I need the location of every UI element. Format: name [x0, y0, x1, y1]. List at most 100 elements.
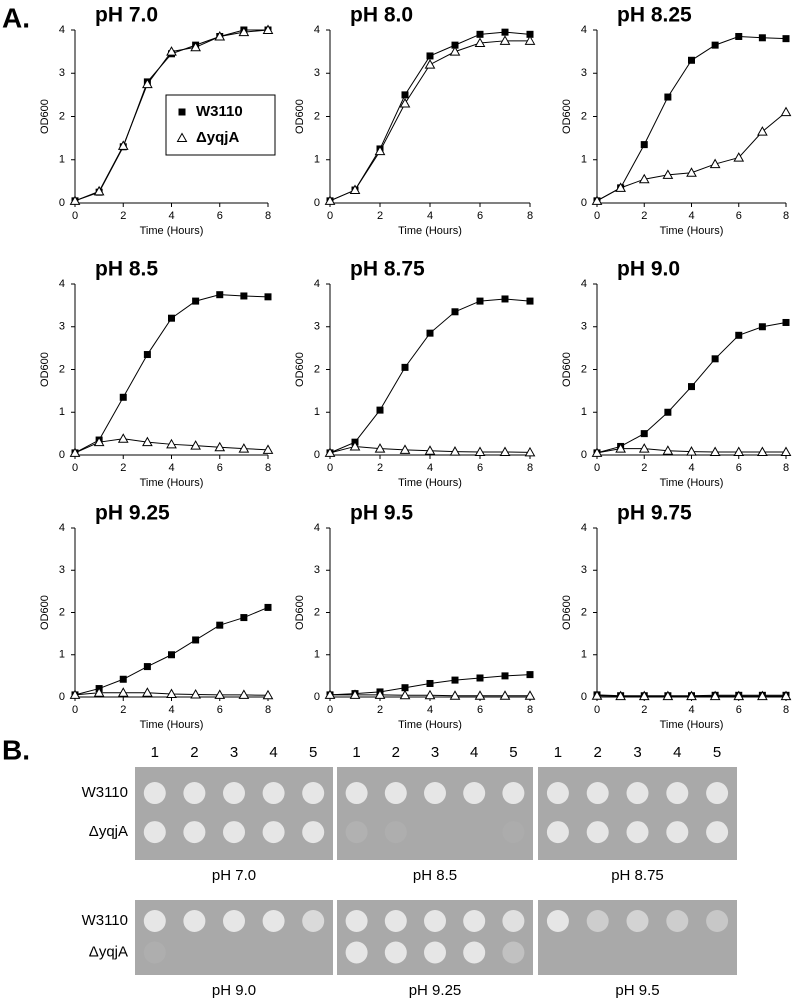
colony [626, 910, 649, 932]
triangle-marker [166, 688, 177, 699]
square-marker [451, 308, 459, 316]
x-tick-label: 6 [477, 704, 483, 716]
y-tick-label: 4 [59, 278, 65, 290]
chart-title: pH 9.75 [617, 502, 692, 525]
colony [463, 782, 486, 805]
square-marker [401, 91, 409, 99]
x-tick-label: 2 [120, 210, 126, 222]
y-tick-label: 3 [314, 564, 320, 576]
plate-label: pH 9.25 [409, 982, 462, 999]
colony [302, 910, 325, 932]
colony [345, 782, 368, 805]
series-line [329, 298, 531, 454]
x-tick-label: 8 [783, 210, 789, 222]
x-tick-label: 6 [477, 462, 483, 474]
column-label: 2 [190, 744, 198, 761]
y-tick-label: 4 [581, 278, 587, 290]
y-tick-label: 4 [314, 278, 320, 290]
triangle-marker [499, 690, 511, 700]
x-tick-label: 4 [688, 462, 694, 474]
y-tick-label: 0 [314, 449, 320, 461]
triangle-marker [524, 690, 536, 700]
triangle-marker [638, 173, 650, 184]
column-label: 5 [309, 744, 317, 761]
x-tick-label: 8 [527, 462, 533, 474]
square-marker [178, 108, 186, 116]
x-axis-label: Time (Hours) [398, 225, 462, 237]
square-marker [526, 671, 534, 679]
square-marker [216, 291, 224, 299]
x-tick-label: 4 [688, 704, 694, 716]
row-label: W3110 [82, 784, 128, 801]
x-tick-label: 4 [427, 210, 433, 222]
colony [183, 782, 206, 805]
x-tick-label: 8 [265, 210, 271, 222]
x-tick-label: 0 [594, 210, 600, 222]
colony [666, 782, 689, 805]
column-label: 5 [713, 744, 721, 761]
triangle-marker [190, 41, 201, 52]
row-label: W3110 [82, 912, 128, 929]
y-tick-label: 4 [314, 522, 320, 534]
colony [262, 821, 285, 844]
y-tick-label: 2 [314, 363, 320, 375]
colony [143, 821, 166, 844]
y-axis-label: OD600 [561, 352, 573, 387]
y-tick-label: 1 [314, 649, 320, 661]
triangle-marker [142, 687, 153, 697]
triangle-marker [499, 35, 511, 45]
square-marker [711, 355, 719, 363]
x-tick-label: 2 [641, 210, 647, 222]
colony [384, 782, 407, 805]
square-marker [426, 679, 434, 687]
square-marker [476, 30, 484, 38]
x-tick-label: 2 [120, 704, 126, 716]
y-tick-label: 4 [581, 522, 587, 534]
x-tick-label: 6 [736, 704, 742, 716]
triangle-marker [190, 440, 201, 450]
column-label: 4 [470, 744, 478, 761]
y-tick-label: 4 [59, 522, 65, 534]
y-tick-label: 1 [581, 406, 587, 418]
square-marker [501, 28, 509, 36]
x-axis-label: Time (Hours) [398, 719, 462, 731]
y-tick-label: 0 [59, 449, 65, 461]
colony [586, 910, 609, 932]
square-marker [688, 383, 695, 391]
triangle-marker [757, 446, 768, 457]
triangle-marker [733, 446, 745, 457]
x-tick-label: 2 [641, 704, 647, 716]
square-marker [264, 293, 272, 301]
y-axis-label: OD600 [294, 352, 306, 387]
x-tick-label: 0 [72, 462, 78, 474]
triangle-marker [524, 446, 536, 457]
legend-label: W3110 [196, 103, 243, 120]
y-tick-label: 2 [59, 363, 65, 375]
x-tick-label: 2 [377, 210, 383, 222]
y-tick-label: 0 [59, 691, 65, 703]
square-marker [119, 393, 127, 401]
x-tick-label: 6 [217, 210, 223, 222]
x-tick-label: 4 [427, 704, 433, 716]
x-tick-label: 6 [477, 210, 483, 222]
triangle-marker [238, 689, 250, 699]
x-tick-label: 0 [327, 210, 333, 222]
x-tick-label: 0 [327, 462, 333, 474]
row-label: ΔyqjA [89, 943, 128, 960]
chart-title: pH 8.5 [95, 258, 158, 281]
square-marker [216, 621, 224, 629]
legend-label: ΔyqjA [196, 129, 239, 146]
y-axis-label: OD600 [39, 595, 51, 630]
triangle-marker [733, 152, 745, 162]
x-tick-label: 6 [217, 704, 223, 716]
y-tick-label: 3 [581, 321, 587, 333]
square-marker [376, 406, 384, 414]
triangle-marker [424, 59, 436, 69]
square-marker [476, 297, 484, 305]
triangle-marker [262, 444, 274, 454]
triangle-marker [449, 46, 461, 56]
x-axis-label: Time (Hours) [140, 225, 204, 237]
x-axis-label: Time (Hours) [140, 477, 204, 489]
x-tick-label: 4 [168, 462, 174, 474]
triangle-marker [424, 689, 436, 700]
